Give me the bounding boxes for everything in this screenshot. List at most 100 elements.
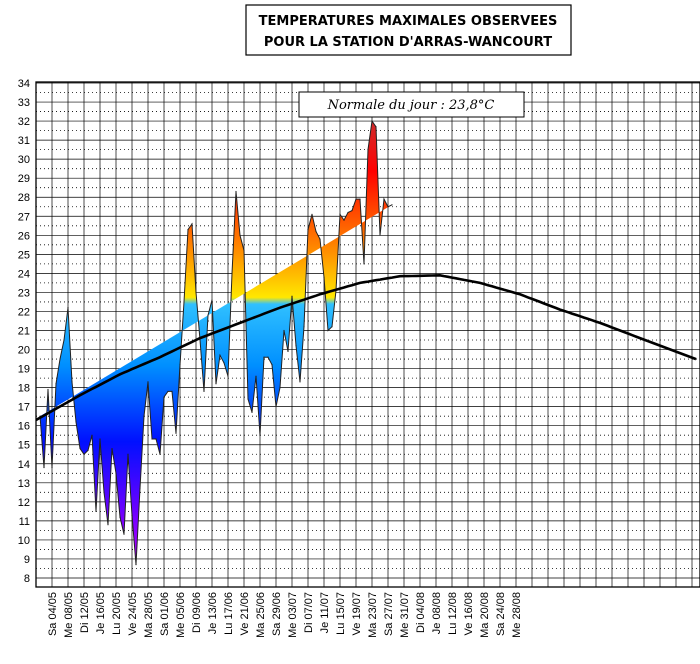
- observed-point: [343, 219, 345, 221]
- observed-point: [203, 390, 205, 393]
- observed-point: [243, 249, 245, 252]
- observed-point: [71, 381, 73, 383]
- observed-point: [135, 564, 137, 566]
- y-tick-label: 29: [18, 173, 30, 185]
- y-tick-label: 12: [18, 497, 30, 509]
- y-tick-label: 16: [18, 421, 30, 433]
- y-tick-label: 9: [24, 554, 30, 566]
- x-tick-label: Me 31/07: [399, 592, 411, 638]
- observed-point: [75, 421, 77, 423]
- observed-point: [199, 339, 201, 341]
- observed-point: [215, 383, 217, 385]
- observed-point: [59, 358, 61, 360]
- observed-point: [87, 449, 89, 452]
- x-tick-label: Sa 24/08: [495, 592, 507, 636]
- title-frame: [245, 4, 572, 56]
- x-tick-label: Ma 23/07: [367, 592, 379, 638]
- observed-point: [375, 126, 377, 128]
- y-tick-label: 19: [18, 364, 30, 376]
- annotation-frame: [298, 91, 525, 118]
- observed-point: [247, 398, 249, 400]
- observed-point: [403, 0, 404, 1]
- title-line-2: POUR LA STATION D'ARRAS-WANCOURT: [264, 35, 552, 50]
- observed-point: [367, 149, 369, 151]
- observed-point: [103, 491, 105, 493]
- title-box: TEMPERATURES MAXIMALES OBSERVEES POUR LA…: [245, 4, 572, 56]
- observed-point: [207, 314, 209, 316]
- observed-point: [191, 223, 193, 225]
- y-tick-label: 31: [18, 135, 30, 147]
- observed-point: [283, 329, 285, 332]
- y-tick-label: 22: [18, 306, 30, 318]
- y-tick-label: 25: [18, 249, 30, 261]
- observed-point: [355, 198, 357, 200]
- y-tick-label: 34: [18, 78, 30, 90]
- y-tick-label: 8: [24, 573, 30, 585]
- x-tick-label: Me 03/07: [287, 592, 299, 638]
- observed-point: [319, 238, 321, 240]
- observed-point: [67, 307, 69, 309]
- observed-point: [399, 0, 400, 1]
- observed-point: [115, 472, 117, 474]
- title-line-1: TEMPERATURES MAXIMALES OBSERVEES: [259, 14, 558, 29]
- observed-point: [419, 0, 420, 1]
- observed-point: [311, 213, 313, 215]
- y-tick-label: 13: [18, 478, 30, 490]
- normal-curve: [36, 273, 697, 422]
- x-tick-label: Ma 25/06: [255, 592, 267, 638]
- observed-point: [43, 466, 45, 469]
- observed-point: [151, 438, 153, 440]
- observed-point: [231, 272, 233, 274]
- observed-point: [235, 190, 237, 193]
- observed-point: [223, 362, 225, 364]
- observed-point: [363, 263, 365, 265]
- observed-point: [179, 364, 181, 366]
- temperature-area: [39, 0, 420, 566]
- x-tick-label: Me 28/08: [511, 592, 523, 638]
- observed-point: [63, 339, 65, 341]
- observed-point: [327, 329, 329, 332]
- observed-point: [347, 211, 349, 214]
- observed-point: [239, 234, 241, 236]
- observed-point: [307, 228, 309, 231]
- observed-point: [323, 276, 325, 278]
- observed-point: [271, 364, 273, 366]
- observed-point: [111, 447, 113, 450]
- observed-point: [167, 390, 169, 393]
- y-tick-label: 21: [18, 326, 30, 338]
- y-tick-label: 18: [18, 383, 30, 395]
- observed-point: [195, 291, 197, 294]
- observed-point: [131, 514, 133, 516]
- observed-point: [263, 356, 265, 358]
- observed-point: [267, 356, 269, 358]
- observed-point: [139, 487, 141, 490]
- observed-point: [79, 447, 81, 450]
- x-tick-label: Di 07/07: [303, 592, 315, 633]
- y-tick-label: 30: [18, 154, 30, 166]
- y-tick-label: 14: [18, 459, 30, 471]
- y-tick-label: 15: [18, 440, 30, 452]
- observed-point: [299, 381, 301, 383]
- x-tick-label: Je 13/06: [207, 592, 219, 634]
- y-tick-label: 32: [18, 116, 30, 128]
- observed-point: [407, 0, 408, 1]
- observed-point: [255, 375, 257, 377]
- x-tick-label: Je 08/08: [431, 592, 443, 634]
- observed-point: [51, 466, 53, 469]
- x-tick-label: Je 16/05: [95, 592, 107, 634]
- x-tick-label: Ve 19/07: [351, 592, 363, 635]
- y-tick-label: 17: [18, 402, 30, 414]
- y-tick-label: 23: [18, 287, 30, 299]
- observed-point: [287, 350, 289, 353]
- observed-point: [391, 204, 393, 206]
- observed-point: [415, 0, 416, 1]
- observed-point: [91, 434, 93, 436]
- x-tick-label: Me 05/06: [175, 592, 187, 638]
- observed-point: [99, 438, 101, 440]
- observed-point: [83, 453, 85, 455]
- x-tick-label: Je 11/07: [319, 592, 331, 633]
- observed-point: [163, 396, 165, 398]
- y-tick-label: 20: [18, 345, 30, 357]
- observed-point: [55, 383, 57, 385]
